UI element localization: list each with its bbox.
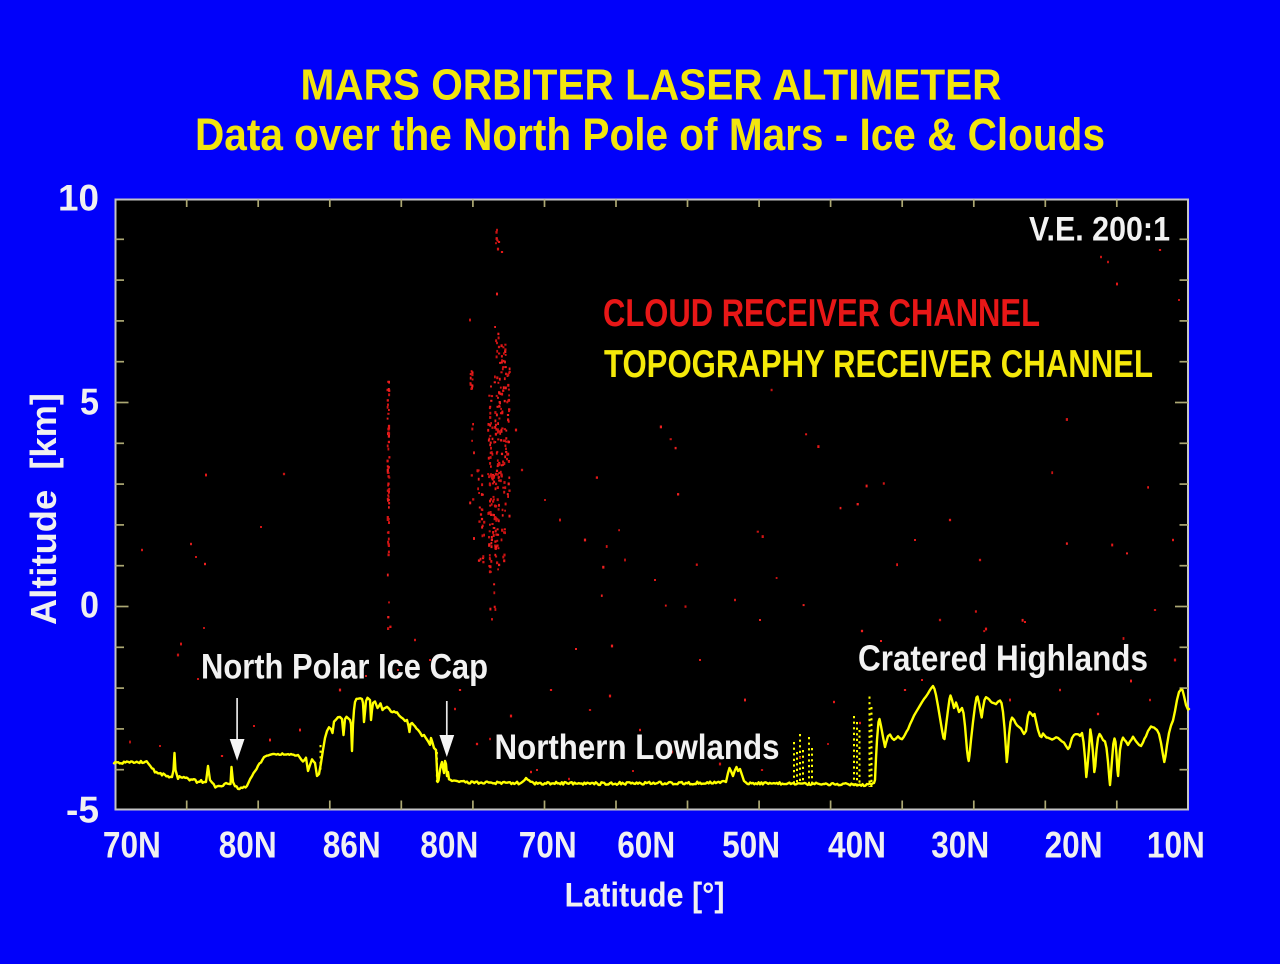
svg-text:50N: 50N xyxy=(722,825,780,866)
svg-text:Latitude [°]: Latitude [°] xyxy=(565,877,725,915)
svg-text:TOPOGRAPHY RECEIVER CHANNEL: TOPOGRAPHY RECEIVER CHANNEL xyxy=(604,343,1153,386)
svg-text:40N: 40N xyxy=(828,825,886,866)
svg-text:MARS ORBITER LASER ALTIMETER: MARS ORBITER LASER ALTIMETER xyxy=(301,61,1002,109)
svg-text:5: 5 xyxy=(80,382,99,423)
svg-text:CLOUD RECEIVER CHANNEL: CLOUD RECEIVER CHANNEL xyxy=(603,292,1040,335)
svg-text:North Polar Ice Cap: North Polar Ice Cap xyxy=(201,648,488,687)
svg-text:Data over the North Pole of Ma: Data over the North Pole of Mars - Ice &… xyxy=(195,109,1105,160)
svg-text:Northern Lowlands: Northern Lowlands xyxy=(495,728,780,767)
svg-text:20N: 20N xyxy=(1045,825,1103,866)
svg-text:80N: 80N xyxy=(219,825,277,866)
svg-text:80N: 80N xyxy=(420,825,478,866)
svg-text:10N: 10N xyxy=(1147,825,1205,866)
svg-text:30N: 30N xyxy=(931,825,989,866)
svg-text:60N: 60N xyxy=(617,825,675,866)
svg-text:10: 10 xyxy=(58,178,99,219)
svg-text:70N: 70N xyxy=(519,825,577,866)
svg-text:V.E. 200:1: V.E. 200:1 xyxy=(1029,211,1170,249)
svg-text:86N: 86N xyxy=(323,825,381,866)
svg-text:Cratered Highlands: Cratered Highlands xyxy=(858,638,1148,679)
svg-text:70N: 70N xyxy=(103,825,161,866)
svg-text:0: 0 xyxy=(80,585,99,626)
svg-text:Altitude [km]: Altitude [km] xyxy=(23,393,64,625)
svg-text:-5: -5 xyxy=(66,790,99,831)
